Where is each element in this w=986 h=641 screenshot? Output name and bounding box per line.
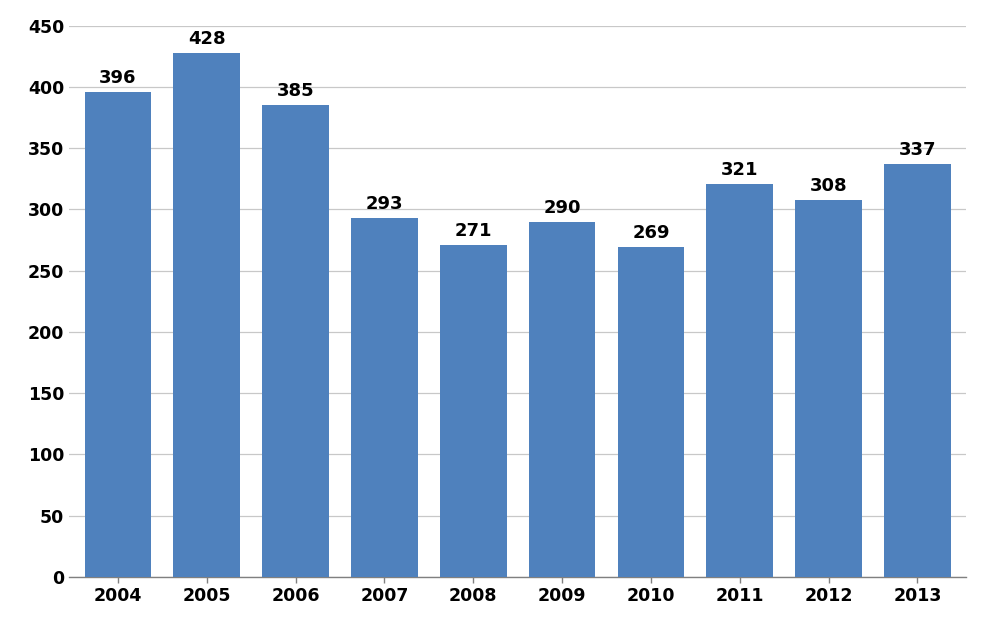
Text: 293: 293 [366, 195, 403, 213]
Text: 428: 428 [188, 29, 226, 47]
Text: 269: 269 [632, 224, 669, 242]
Bar [351, 218, 418, 577]
Bar [440, 245, 507, 577]
Text: 308: 308 [810, 177, 847, 195]
Text: 385: 385 [277, 82, 315, 101]
Text: 271: 271 [455, 222, 492, 240]
Bar [706, 184, 773, 577]
Text: 290: 290 [543, 199, 581, 217]
Bar [174, 53, 240, 577]
Text: 396: 396 [100, 69, 137, 87]
Bar [617, 247, 684, 577]
Bar [884, 164, 951, 577]
Bar [85, 92, 151, 577]
Text: 337: 337 [898, 141, 936, 159]
Bar [796, 199, 862, 577]
Text: 321: 321 [721, 161, 758, 179]
Bar [528, 222, 596, 577]
Bar [262, 105, 329, 577]
